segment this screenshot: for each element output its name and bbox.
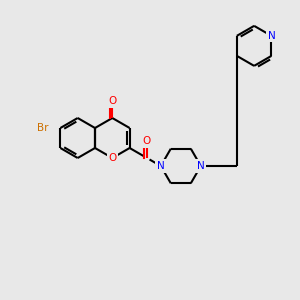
Text: Br: Br	[37, 123, 48, 133]
Text: O: O	[143, 136, 151, 146]
Text: N: N	[268, 31, 275, 41]
Text: N: N	[197, 161, 205, 171]
Text: N: N	[157, 161, 165, 171]
Text: O: O	[108, 153, 116, 163]
Text: O: O	[108, 96, 116, 106]
